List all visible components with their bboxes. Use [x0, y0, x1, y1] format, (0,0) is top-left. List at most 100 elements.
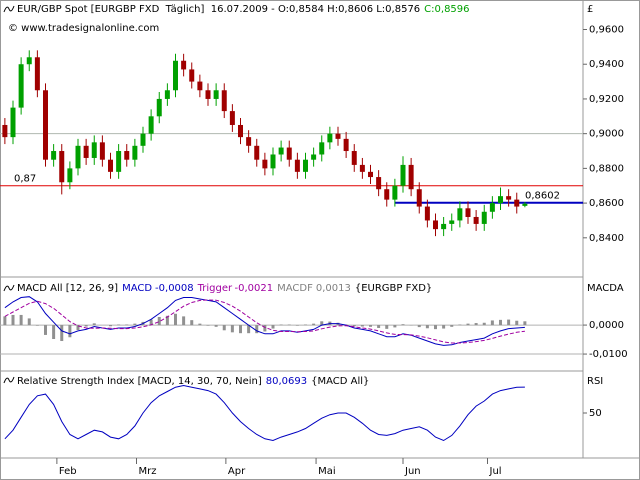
histogram-bar	[76, 325, 80, 331]
y-tick-label: 0,8800	[589, 163, 624, 174]
histogram-bar	[377, 325, 381, 328]
suffix: {MACD All}	[311, 376, 369, 387]
legend-value: 0,0013	[316, 283, 351, 294]
candle-body	[2, 124, 8, 138]
histogram-bar	[109, 325, 112, 327]
histogram-bar	[287, 324, 291, 326]
indicator-icon	[3, 284, 15, 292]
histogram-bar	[304, 324, 307, 326]
candle-body	[51, 151, 57, 160]
watermark: © www.tradesignalonline.com	[8, 23, 159, 34]
histogram-bar	[125, 324, 129, 326]
legend-entry: MACDF	[277, 283, 313, 294]
histogram-bar	[499, 319, 502, 326]
histogram-bar	[182, 316, 186, 326]
y-tick-label: -0,0100	[589, 349, 628, 360]
histogram-bar	[458, 324, 462, 326]
candle-body	[311, 154, 317, 160]
candle-body	[246, 137, 252, 146]
histogram-bar	[247, 325, 251, 334]
candle-body	[278, 147, 284, 155]
candle-body	[108, 159, 113, 172]
y-tick-label: 0,8600	[589, 198, 624, 209]
candle-body	[197, 81, 203, 91]
candle-body	[506, 196, 512, 200]
histogram-bar	[271, 325, 275, 329]
macd-line	[4, 296, 525, 346]
candle-body	[34, 57, 40, 91]
histogram-bar	[68, 325, 72, 338]
candle-body	[473, 216, 479, 224]
y-tick-label: 0,9600	[589, 25, 624, 36]
histogram-bar	[133, 323, 137, 326]
histogram-bar	[60, 325, 64, 342]
histogram-bar	[279, 324, 283, 326]
histogram-bar	[320, 321, 324, 326]
candle-body	[91, 142, 97, 158]
candle-body	[319, 142, 325, 155]
suffix: {EURGBP FXD}	[355, 283, 432, 294]
histogram-bar	[206, 325, 210, 326]
histogram-bar	[239, 325, 242, 334]
macd-title: MACD All [12, 26, 9] MACD -0,0008 Trigger -0…	[17, 283, 432, 294]
axis-label: RSI	[587, 376, 603, 387]
candle-body	[10, 107, 16, 138]
candle-body	[294, 159, 300, 172]
y-tick-label: 0,9000	[589, 129, 624, 140]
candle-body	[221, 90, 227, 112]
x-tick-label: Feb	[59, 466, 77, 477]
candle-body	[124, 151, 130, 160]
candle-body	[181, 60, 187, 70]
candle-body	[156, 98, 162, 117]
candle-body	[229, 111, 235, 125]
line-label: 0,87	[14, 174, 36, 185]
candle-body	[26, 57, 32, 65]
histogram-bar	[507, 319, 511, 326]
candle-body	[140, 133, 146, 146]
candle-body	[481, 211, 487, 224]
x-tick-label: Mrz	[139, 466, 157, 477]
histogram-bar	[165, 315, 169, 326]
candle-body	[343, 138, 349, 152]
candle-body	[424, 206, 430, 221]
histogram-bar	[198, 323, 202, 326]
histogram-bar	[295, 325, 299, 326]
legend-value: 80,0693	[266, 376, 307, 387]
candle-body	[286, 147, 292, 160]
candle-body	[433, 220, 438, 230]
histogram-bar	[44, 325, 47, 335]
y-tick-label: 0,9200	[589, 94, 624, 105]
legend-entry: MACD	[122, 283, 152, 294]
candle-body	[449, 220, 455, 224]
histogram-bar	[442, 325, 446, 329]
histogram-bar	[385, 325, 389, 329]
rsi-title: Relative Strength Index [MACD, 14, 30, 7…	[17, 376, 369, 387]
histogram-bar	[230, 325, 234, 333]
title: Relative Strength Index [MACD, 14, 30, 7…	[17, 376, 262, 387]
candle-body	[213, 90, 219, 99]
candle-body	[205, 90, 211, 99]
trigger-line	[4, 299, 525, 344]
y-tick-label: 50	[589, 408, 602, 419]
candle-body	[83, 145, 89, 158]
candle-body	[164, 90, 170, 99]
candle-body	[408, 164, 414, 190]
histogram-bar	[214, 325, 218, 327]
x-tick-label: Jun	[404, 466, 421, 477]
histogram-bar	[174, 313, 177, 326]
candle-body	[376, 177, 382, 190]
candle-body	[335, 133, 341, 139]
histogram-bar	[19, 314, 23, 326]
candle-body	[99, 142, 105, 160]
histogram-bar	[11, 314, 15, 326]
title: EUR/GBP Spot [EURGBP FXD Täglich] 16.07.…	[17, 4, 420, 15]
histogram-bar	[157, 316, 161, 326]
x-tick-label: Mai	[318, 466, 336, 477]
histogram-bar	[312, 323, 316, 326]
histogram-bar	[222, 325, 226, 331]
histogram-bar	[425, 325, 429, 329]
candle-body	[441, 223, 447, 230]
